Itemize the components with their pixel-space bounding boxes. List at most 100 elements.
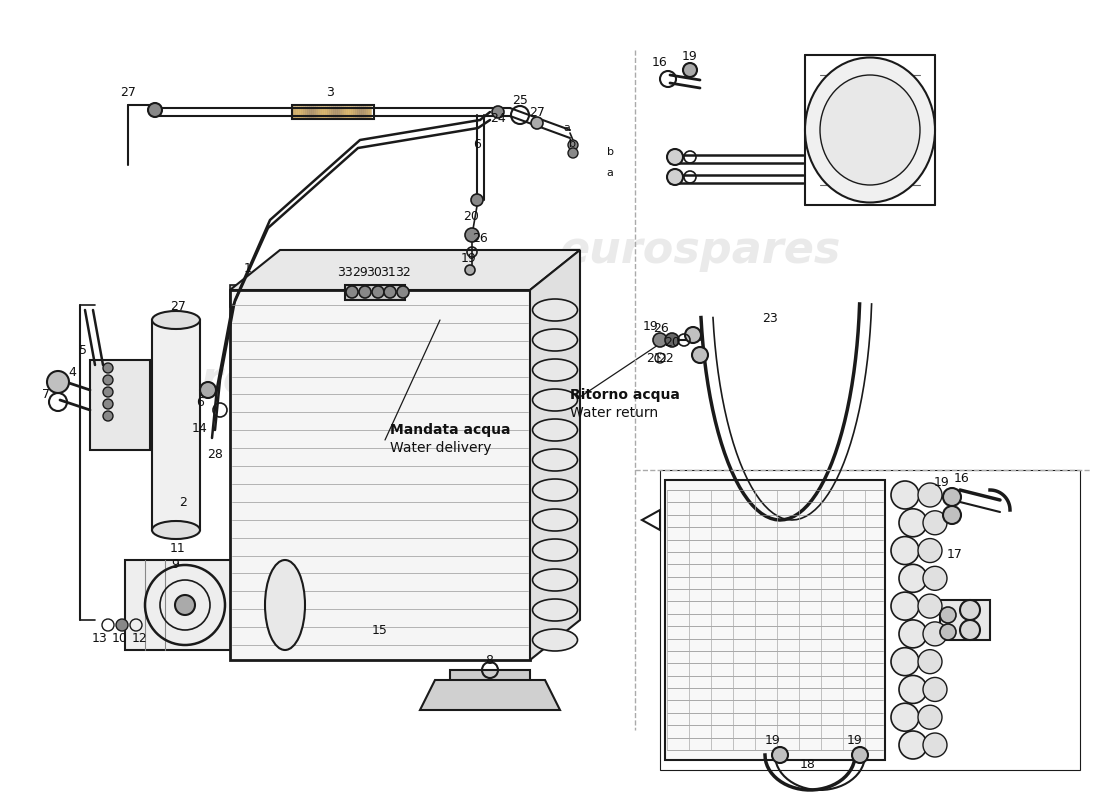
Text: eurospares: eurospares (559, 229, 840, 271)
Bar (125, 560, 285, 650)
Circle shape (103, 375, 113, 385)
Circle shape (923, 622, 947, 646)
Bar (345, 285, 405, 300)
Circle shape (103, 363, 113, 373)
Text: 8: 8 (485, 654, 493, 666)
Ellipse shape (532, 419, 578, 441)
Ellipse shape (805, 58, 935, 202)
Text: 6: 6 (473, 138, 481, 151)
Circle shape (940, 624, 956, 640)
Text: 1: 1 (244, 262, 252, 274)
Circle shape (918, 483, 942, 507)
Circle shape (103, 411, 113, 421)
Circle shape (943, 488, 961, 506)
Circle shape (175, 595, 195, 615)
Text: 29: 29 (352, 266, 367, 278)
Text: 28: 28 (207, 449, 223, 462)
Circle shape (891, 537, 918, 565)
Text: 20: 20 (463, 210, 478, 222)
Circle shape (960, 620, 980, 640)
Bar (292, 105, 374, 119)
Circle shape (116, 619, 128, 631)
Circle shape (923, 733, 947, 757)
Text: 12: 12 (132, 631, 147, 645)
Text: 6: 6 (196, 395, 204, 409)
Ellipse shape (532, 479, 578, 501)
Circle shape (568, 148, 578, 158)
Circle shape (899, 675, 927, 703)
Text: 2: 2 (179, 497, 187, 510)
Circle shape (943, 506, 961, 524)
Circle shape (923, 678, 947, 702)
Circle shape (899, 564, 927, 592)
Text: 19: 19 (847, 734, 862, 746)
Bar (666, 480, 886, 760)
Circle shape (103, 387, 113, 397)
Text: eurospares: eurospares (140, 358, 420, 402)
Circle shape (397, 286, 409, 298)
Circle shape (653, 333, 667, 347)
Circle shape (918, 538, 942, 562)
Ellipse shape (532, 629, 578, 651)
Circle shape (47, 371, 69, 393)
Circle shape (772, 747, 788, 763)
Circle shape (891, 703, 918, 731)
Text: Mandata acqua: Mandata acqua (390, 423, 510, 437)
Text: 10: 10 (112, 631, 128, 645)
Text: 14: 14 (192, 422, 208, 434)
Text: 16: 16 (954, 471, 970, 485)
Text: b: b (570, 139, 576, 149)
Circle shape (899, 509, 927, 537)
Text: 19: 19 (644, 321, 659, 334)
Circle shape (148, 103, 162, 117)
Circle shape (899, 731, 927, 759)
Text: 30: 30 (366, 266, 382, 278)
Text: 16: 16 (652, 57, 668, 70)
Ellipse shape (532, 299, 578, 321)
Circle shape (471, 194, 483, 206)
Ellipse shape (532, 569, 578, 591)
Text: a: a (563, 123, 571, 133)
Circle shape (359, 286, 371, 298)
Text: 5: 5 (79, 343, 87, 357)
Text: 31: 31 (381, 266, 396, 278)
Text: 19: 19 (682, 50, 697, 63)
Bar (230, 290, 530, 660)
Bar (90, 360, 150, 450)
Circle shape (923, 566, 947, 590)
Bar (450, 670, 530, 682)
Text: 9: 9 (172, 558, 179, 571)
Circle shape (667, 149, 683, 165)
Circle shape (666, 333, 679, 347)
Text: 21: 21 (646, 351, 662, 365)
Text: 22: 22 (658, 351, 674, 365)
Circle shape (492, 106, 504, 118)
Circle shape (568, 140, 578, 150)
Circle shape (465, 265, 475, 275)
Circle shape (891, 648, 918, 676)
Bar (660, 470, 1080, 770)
Circle shape (918, 594, 942, 618)
Text: 18: 18 (800, 758, 816, 771)
Circle shape (531, 117, 543, 129)
Text: 3: 3 (326, 86, 334, 98)
Ellipse shape (532, 509, 578, 531)
Text: 24: 24 (491, 113, 506, 126)
Circle shape (384, 286, 396, 298)
Ellipse shape (152, 521, 200, 539)
Text: 27: 27 (170, 301, 186, 314)
Circle shape (923, 510, 947, 534)
Text: a: a (606, 168, 614, 178)
Text: 7: 7 (42, 389, 50, 402)
Circle shape (918, 650, 942, 674)
Circle shape (346, 286, 358, 298)
Circle shape (891, 481, 918, 509)
Circle shape (891, 592, 918, 620)
Ellipse shape (532, 389, 578, 411)
Circle shape (683, 63, 697, 77)
Text: 26: 26 (653, 322, 669, 334)
Circle shape (200, 382, 216, 398)
Circle shape (852, 747, 868, 763)
Bar (940, 600, 990, 640)
Ellipse shape (532, 359, 578, 381)
